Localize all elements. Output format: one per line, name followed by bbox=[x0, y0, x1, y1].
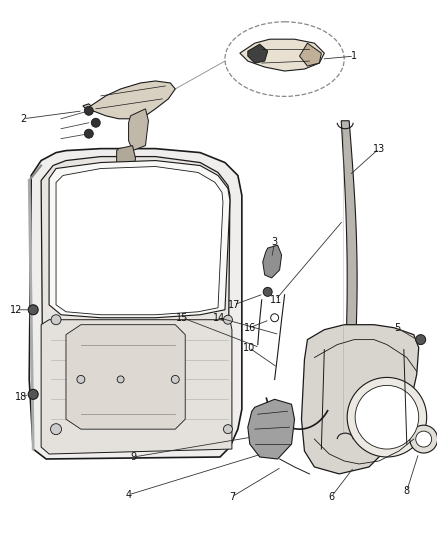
Circle shape bbox=[223, 315, 233, 324]
Text: 1: 1 bbox=[351, 51, 357, 61]
Polygon shape bbox=[117, 146, 135, 173]
Text: 14: 14 bbox=[213, 313, 225, 323]
Text: 15: 15 bbox=[176, 313, 188, 323]
Text: 16: 16 bbox=[244, 322, 256, 333]
Polygon shape bbox=[300, 43, 321, 66]
Circle shape bbox=[85, 129, 93, 138]
Polygon shape bbox=[129, 109, 148, 151]
Circle shape bbox=[28, 389, 38, 399]
Circle shape bbox=[117, 376, 124, 383]
Circle shape bbox=[28, 305, 38, 315]
Text: 5: 5 bbox=[394, 322, 400, 333]
Polygon shape bbox=[41, 157, 230, 447]
Text: 8: 8 bbox=[404, 486, 410, 496]
Polygon shape bbox=[248, 44, 268, 63]
Text: 17: 17 bbox=[228, 300, 240, 310]
Polygon shape bbox=[341, 121, 357, 439]
Circle shape bbox=[263, 287, 272, 296]
Circle shape bbox=[271, 314, 279, 322]
Text: 10: 10 bbox=[243, 343, 255, 352]
Circle shape bbox=[91, 118, 100, 127]
Circle shape bbox=[50, 424, 61, 434]
Circle shape bbox=[416, 335, 426, 345]
Circle shape bbox=[355, 385, 419, 449]
Circle shape bbox=[51, 315, 61, 325]
Text: 7: 7 bbox=[229, 492, 235, 502]
Text: 3: 3 bbox=[272, 237, 278, 247]
Polygon shape bbox=[301, 325, 419, 474]
Circle shape bbox=[410, 425, 438, 453]
Polygon shape bbox=[41, 320, 232, 454]
Polygon shape bbox=[49, 160, 230, 318]
Text: 2: 2 bbox=[20, 114, 26, 124]
Polygon shape bbox=[29, 149, 242, 459]
Text: 9: 9 bbox=[131, 452, 137, 462]
Circle shape bbox=[347, 377, 427, 457]
Circle shape bbox=[77, 375, 85, 383]
Polygon shape bbox=[56, 166, 223, 315]
Text: 18: 18 bbox=[15, 392, 28, 402]
Circle shape bbox=[416, 431, 431, 447]
Polygon shape bbox=[240, 39, 324, 71]
Text: 13: 13 bbox=[373, 143, 385, 154]
Text: 12: 12 bbox=[10, 305, 22, 315]
Polygon shape bbox=[263, 245, 282, 278]
Text: 6: 6 bbox=[328, 492, 334, 502]
Polygon shape bbox=[66, 325, 185, 429]
Text: 4: 4 bbox=[126, 490, 132, 500]
Circle shape bbox=[85, 107, 93, 115]
Circle shape bbox=[223, 425, 233, 434]
Circle shape bbox=[171, 375, 179, 383]
Polygon shape bbox=[83, 81, 175, 119]
Polygon shape bbox=[248, 399, 294, 459]
Text: 11: 11 bbox=[269, 295, 282, 305]
